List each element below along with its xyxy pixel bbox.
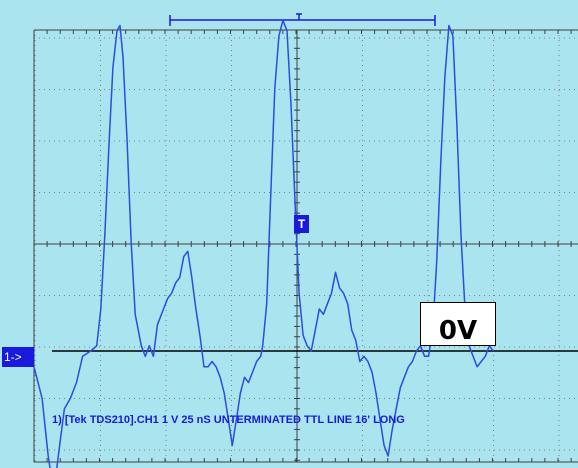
- trigger-marker[interactable]: T: [294, 215, 309, 233]
- trigger-position-bracket-icon: [169, 13, 436, 26]
- zero-volt-annotation: 0V: [420, 302, 496, 346]
- zero-volt-label: 0V: [438, 316, 478, 346]
- channel-ref-marker[interactable]: 1->: [2, 347, 34, 367]
- graticule-border: [33, 29, 578, 463]
- ch1-waveform-trace: [33, 19, 494, 468]
- scope-readout: 1) [Tek TDS210].CH1 1 V 25 nS UNTERMINAT…: [52, 414, 405, 426]
